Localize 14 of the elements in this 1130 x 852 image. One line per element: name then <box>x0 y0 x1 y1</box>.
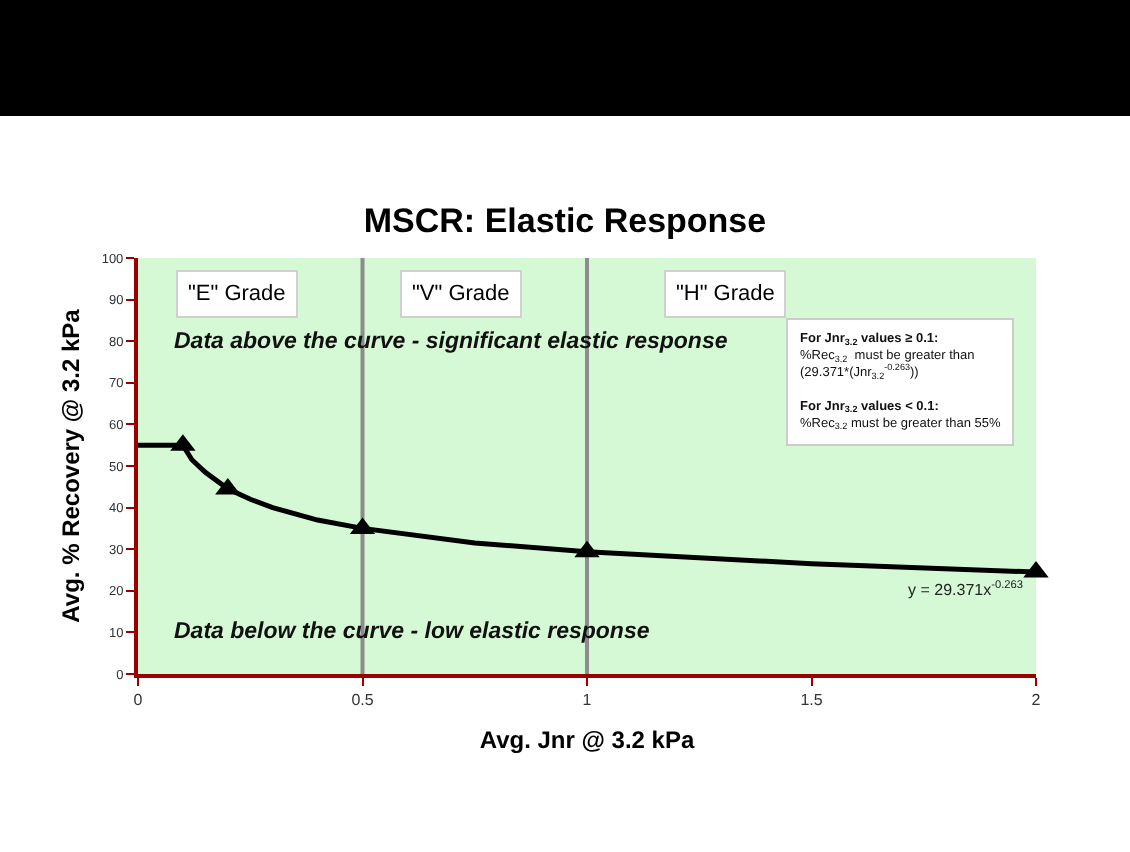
annotation: Data above the curve - significant elastic response <box>174 330 729 354</box>
x-tick-label: 2 <box>1031 691 1042 710</box>
x-tick-label: 0 <box>133 691 144 710</box>
chart-title: MSCR: Elastic Response <box>363 201 767 240</box>
y-axis-title: Avg. % Recovery @ 3.2 kPa <box>57 308 86 623</box>
x-tick-label: 1.5 <box>800 691 824 710</box>
annotation: Data below the curve - low elastic response <box>174 620 651 644</box>
x-tick-label: 1 <box>582 691 593 710</box>
annotation: y = 29.371x$^{-0.263}$ <box>908 580 1023 599</box>
band-label: "V" Grade <box>412 282 510 306</box>
band-label: "H" Grade <box>676 282 775 306</box>
x-axis-title: Avg. Jnr @ 3.2 kPa <box>479 726 695 754</box>
band-label: "E" Grade <box>188 282 286 306</box>
x-tick-label: 0.5 <box>351 691 375 710</box>
